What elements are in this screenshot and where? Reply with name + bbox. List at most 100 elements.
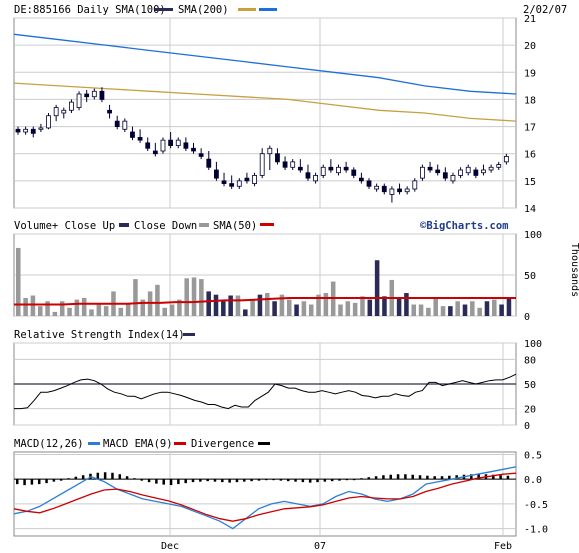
candle-body <box>305 172 311 179</box>
sma100-legend-swatch <box>155 8 173 11</box>
volume-bar <box>338 304 343 316</box>
volume-bar <box>206 291 211 316</box>
volume-sma-swatch <box>260 223 274 226</box>
volume-panel: 0 50 100 <box>13 230 542 323</box>
volume-bar <box>250 299 255 316</box>
volume-bar <box>345 301 351 316</box>
divergence-bar <box>81 475 85 480</box>
interval-label: Daily <box>77 4 109 16</box>
divergence-bar <box>301 479 305 483</box>
rsi-swatch <box>183 333 195 336</box>
divergence-bar <box>265 479 268 481</box>
candle-body <box>198 153 204 157</box>
candle-body <box>481 169 486 174</box>
candle-body <box>130 131 135 138</box>
divergence-bar <box>316 479 319 483</box>
volume-bar <box>382 296 387 316</box>
macd-tick-label: 0.5 <box>524 450 542 461</box>
macd-tick-label: -1.0 <box>524 525 548 536</box>
divergence-bar <box>67 478 70 480</box>
price-tick-label: 15 <box>524 177 536 188</box>
divergence-bar <box>338 479 341 481</box>
sma100-legend-label: SMA(100) <box>115 4 166 16</box>
candle-body <box>290 161 296 168</box>
volume-bar <box>301 301 307 316</box>
divergence-bar <box>111 472 114 480</box>
volume-bar <box>155 284 160 316</box>
volume-bar <box>52 311 58 316</box>
close-down-swatch <box>199 223 209 227</box>
candle-body <box>389 188 395 195</box>
candle-body <box>343 166 349 171</box>
candle-body <box>404 188 410 193</box>
divergence-bar <box>455 475 458 480</box>
close-down-label: Close Down <box>134 220 197 232</box>
candle-body <box>23 128 29 133</box>
divergence-bar <box>272 479 275 481</box>
volume-bar <box>243 309 248 316</box>
volume-tick-label: 100 <box>524 230 542 241</box>
candle-body <box>420 166 425 179</box>
volume-bar <box>448 306 453 316</box>
divergence-bar <box>470 474 473 480</box>
candle-body <box>458 169 463 176</box>
candle-body <box>488 166 494 171</box>
price-tick-label: 21 <box>524 14 536 25</box>
macd-ema-swatch <box>174 442 186 445</box>
divergence-bar <box>404 474 407 480</box>
divergence-bar <box>169 479 173 486</box>
candle-body <box>267 147 273 155</box>
sma200-legend-label: SMA(200) <box>178 4 229 16</box>
divergence-bar <box>184 479 187 484</box>
volume-bar <box>499 304 504 316</box>
divergence-bar <box>118 474 122 480</box>
close-up-swatch <box>119 223 129 227</box>
candle-body <box>328 166 334 171</box>
volume-bar <box>81 297 87 316</box>
candle-body <box>366 180 372 187</box>
rsi-tick-label: 20 <box>524 405 536 416</box>
macd-frame <box>13 451 517 537</box>
volume-bar <box>37 306 43 316</box>
volume-bar <box>440 306 446 316</box>
macd-swatch <box>88 442 100 445</box>
volume-bar <box>169 304 175 316</box>
candle-body <box>435 169 441 174</box>
volume-bar <box>308 304 314 316</box>
volume-bar <box>374 260 380 316</box>
volume-bar <box>360 296 365 316</box>
candle-body <box>38 127 44 130</box>
volume-bar <box>162 307 168 316</box>
price-tick-label: 20 <box>524 41 536 52</box>
macd-ema-line <box>13 472 517 522</box>
divergence-bar <box>477 474 480 480</box>
rsi-tick-label: 0 <box>524 421 530 432</box>
volume-bar <box>323 293 329 316</box>
volume-bar <box>404 293 409 316</box>
rsi-legend: Relative Strength Index(14) <box>14 329 195 341</box>
candle-body <box>244 177 250 182</box>
divergence-bar <box>16 479 19 485</box>
volume-bar <box>16 247 21 316</box>
divergence-bar <box>52 479 56 482</box>
sma200-legend-swatch-a <box>238 8 256 11</box>
volume-bar <box>30 295 36 316</box>
divergence-bar <box>103 472 107 480</box>
candle-body <box>320 166 326 176</box>
volume-bar <box>316 294 321 316</box>
rsi-tick-label: 50 <box>524 380 536 391</box>
divergence-bar <box>213 479 217 482</box>
candle-body <box>450 175 456 182</box>
volume-bar <box>199 279 204 316</box>
divergence-bar <box>125 476 129 480</box>
divergence-bar <box>286 479 290 482</box>
divergence-bar <box>374 476 378 480</box>
divergence-bar <box>206 479 209 482</box>
divergence-bar <box>382 475 385 480</box>
divergence-bar <box>492 474 495 480</box>
macd-tick-label: -0.5 <box>524 500 548 511</box>
candle-body <box>412 180 418 190</box>
volume-bar <box>133 279 138 316</box>
candle-body <box>374 185 380 190</box>
